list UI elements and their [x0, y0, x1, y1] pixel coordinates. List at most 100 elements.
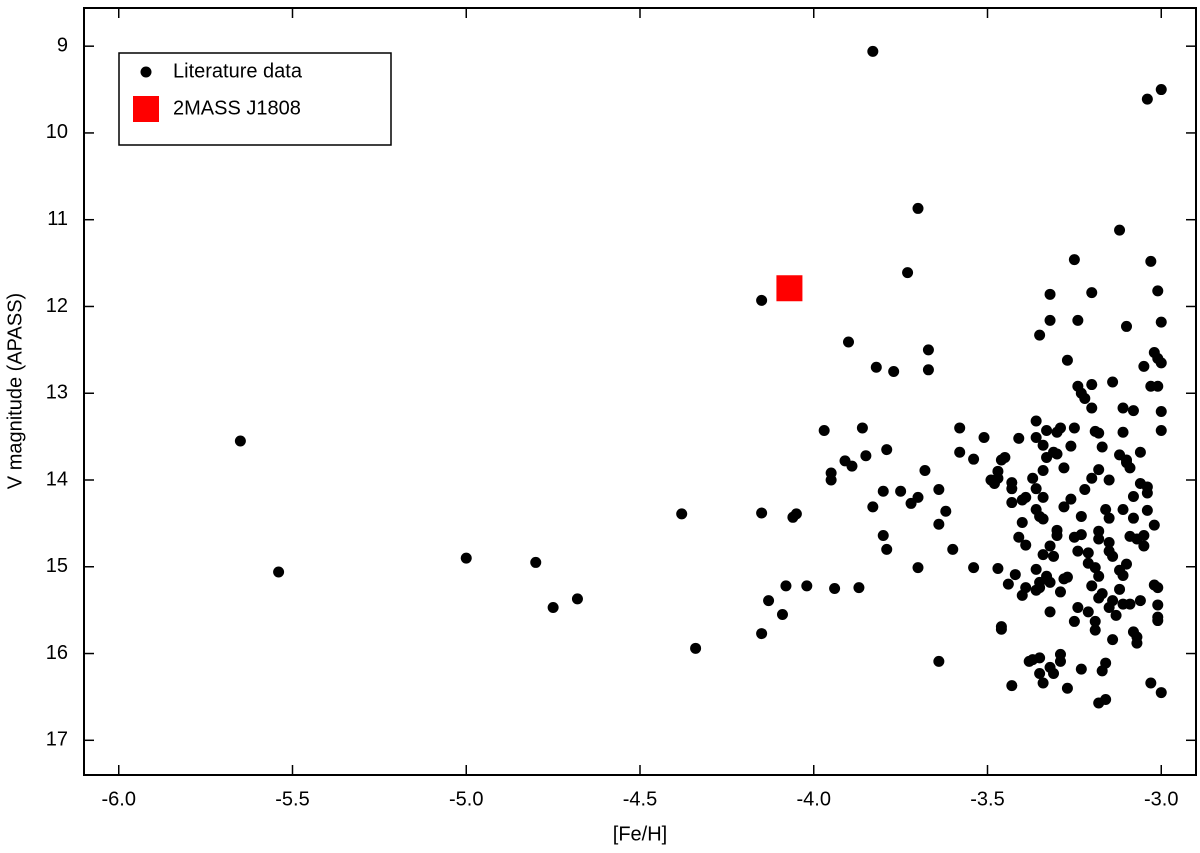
data-point — [1065, 493, 1077, 505]
data-point — [1114, 224, 1126, 236]
data-point — [690, 642, 702, 654]
data-point — [1072, 314, 1084, 326]
y-axis-label: V magnitude (APASS) — [4, 293, 26, 489]
data-point — [1155, 405, 1167, 417]
data-point — [1030, 483, 1042, 495]
data-point — [1030, 431, 1042, 443]
data-point — [1051, 530, 1063, 542]
data-point — [1141, 504, 1153, 516]
data-point — [881, 444, 893, 456]
data-point — [1152, 285, 1164, 297]
data-point — [995, 623, 1007, 635]
x-tick-label: -4.0 — [797, 788, 831, 810]
data-point — [1006, 680, 1018, 692]
data-point — [933, 518, 945, 530]
data-point — [1093, 533, 1105, 545]
data-point — [954, 446, 966, 458]
data-point — [1006, 483, 1018, 495]
data-point — [1093, 525, 1105, 537]
data-point — [1100, 504, 1112, 515]
data-point — [1082, 547, 1094, 559]
data-point — [1093, 592, 1105, 604]
data-point — [1089, 562, 1101, 574]
data-point — [877, 485, 889, 497]
data-point — [843, 336, 854, 348]
data-point — [1037, 439, 1049, 451]
data-point — [1058, 573, 1070, 585]
data-point — [881, 543, 893, 555]
data-point — [234, 435, 246, 447]
data-point — [1079, 484, 1091, 496]
data-point — [825, 474, 837, 486]
data-point — [1152, 599, 1164, 611]
data-point — [1065, 440, 1077, 452]
data-point — [1138, 360, 1150, 372]
data-point — [1048, 550, 1060, 562]
data-point — [1034, 667, 1046, 679]
data-point — [895, 485, 907, 497]
data-point — [1034, 652, 1046, 664]
data-point — [1037, 464, 1049, 476]
data-point — [1103, 602, 1115, 614]
y-tick-label: 16 — [46, 642, 68, 664]
data-point — [1058, 462, 1070, 474]
data-point — [1037, 491, 1049, 503]
data-point — [1075, 387, 1087, 399]
y-tick-label: 15 — [46, 555, 68, 577]
data-point — [1016, 517, 1028, 529]
data-point — [856, 422, 868, 434]
data-point — [1107, 634, 1119, 646]
data-point — [912, 491, 924, 503]
data-point — [1093, 697, 1105, 709]
data-point — [1086, 472, 1098, 484]
data-point — [1152, 582, 1164, 594]
x-axis-label: [Fe/H] — [613, 823, 667, 845]
data-point — [1054, 586, 1066, 598]
data-point — [1155, 316, 1167, 328]
data-point — [1037, 513, 1049, 525]
data-point — [1041, 425, 1053, 437]
data-point — [988, 477, 1000, 489]
data-point — [1075, 510, 1087, 522]
data-point — [1127, 405, 1139, 417]
data-point — [1054, 655, 1066, 667]
data-point — [1145, 677, 1157, 689]
data-point — [978, 431, 990, 443]
y-tick-label: 13 — [46, 382, 68, 404]
data-point — [1131, 637, 1143, 649]
data-point — [1020, 539, 1032, 551]
data-point — [1034, 329, 1046, 341]
data-point — [870, 361, 882, 373]
legend-box — [118, 52, 392, 146]
data-point — [1093, 427, 1105, 439]
data-point — [1103, 512, 1115, 524]
data-point — [1072, 545, 1084, 557]
data-point — [1114, 583, 1126, 595]
data-point — [1041, 451, 1053, 463]
data-point — [1093, 464, 1105, 476]
data-point — [801, 580, 813, 592]
data-point — [1121, 320, 1132, 332]
data-point — [1103, 474, 1115, 486]
y-tick-label: 11 — [47, 208, 68, 230]
data-point — [1138, 540, 1150, 552]
data-point — [1037, 549, 1049, 561]
data-point — [1044, 606, 1056, 618]
data-point — [1155, 687, 1167, 699]
x-tick-label: -6.0 — [102, 788, 136, 810]
data-point — [756, 507, 768, 519]
data-point — [1107, 376, 1119, 388]
data-point — [1030, 584, 1042, 596]
data-point — [933, 655, 945, 667]
x-tick-label: -5.0 — [449, 788, 483, 810]
data-point — [1030, 563, 1042, 575]
data-point — [1089, 615, 1101, 627]
data-point — [1086, 379, 1098, 391]
data-point — [1155, 84, 1167, 96]
data-point — [1061, 354, 1073, 366]
data-point — [1075, 663, 1087, 675]
data-point — [756, 628, 768, 640]
data-point — [829, 582, 841, 594]
data-point — [933, 484, 945, 496]
data-point — [1107, 550, 1119, 562]
